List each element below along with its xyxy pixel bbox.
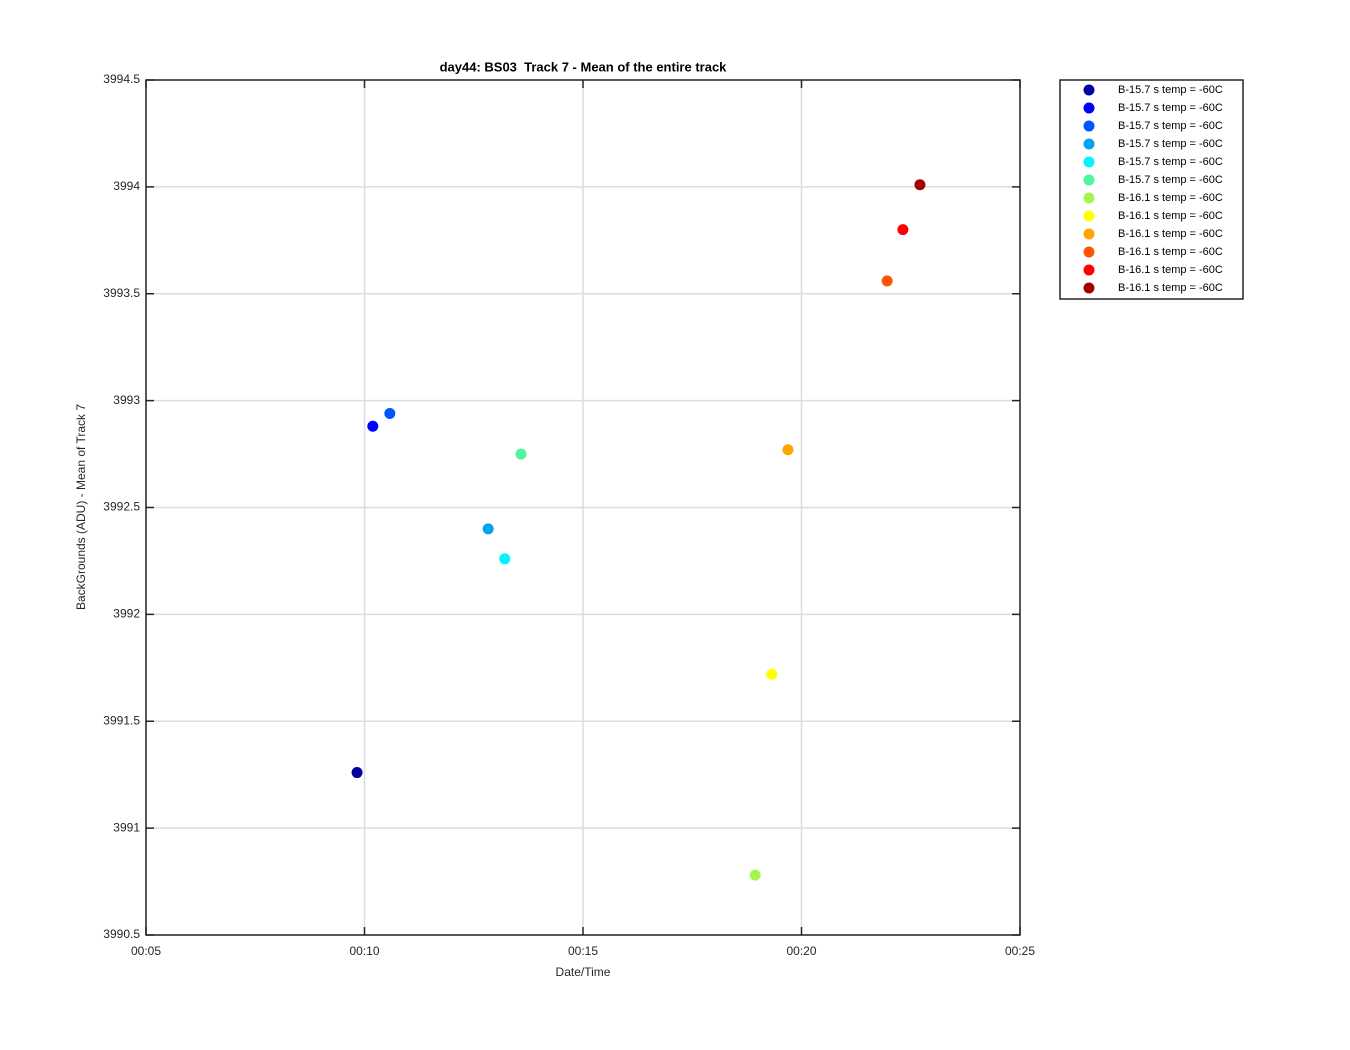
point bbox=[384, 407, 396, 419]
y-tick-label: 3994 bbox=[113, 179, 140, 193]
legend-marker bbox=[1083, 120, 1095, 132]
point bbox=[749, 869, 761, 881]
point bbox=[914, 179, 926, 191]
ticks: 3990.5 3991 3991.5 3992 3992.5 3993 3993.5 3994… bbox=[103, 72, 1035, 958]
legend-marker bbox=[1083, 228, 1095, 240]
legend-label: B-16.1 s temp = -60C bbox=[1118, 264, 1223, 276]
legend-label: B-15.7 s temp = -60C bbox=[1118, 102, 1223, 114]
legend-label: B-15.7 s temp = -60C bbox=[1118, 156, 1223, 168]
y-tick-label: 3990.5 bbox=[103, 927, 140, 941]
x-tick-label: 00:20 bbox=[786, 944, 816, 958]
y-tick-label: 3991.5 bbox=[103, 713, 140, 727]
x-tick-label: 00:05 bbox=[131, 944, 161, 958]
y-tick-label: 3993 bbox=[113, 393, 140, 407]
legend-label: B-15.7 s temp = -60C bbox=[1118, 120, 1223, 132]
legend-label: B-15.7 s temp = -60C bbox=[1118, 174, 1223, 186]
legend-label: B-16.1 s temp = -60C bbox=[1118, 282, 1223, 294]
legend-label: B-15.7 s temp = -60C bbox=[1118, 138, 1223, 150]
point bbox=[881, 275, 893, 287]
legend-marker bbox=[1083, 84, 1095, 96]
legend-label: B-16.1 s temp = -60C bbox=[1118, 192, 1223, 204]
x-tick-label: 00:10 bbox=[349, 944, 379, 958]
legend-marker bbox=[1083, 174, 1095, 186]
legend-label: B-16.1 s temp = -60C bbox=[1118, 228, 1223, 240]
point bbox=[766, 668, 778, 680]
legend-marker bbox=[1083, 102, 1095, 114]
legend-label: B-15.7 s temp = -60C bbox=[1118, 84, 1223, 96]
point bbox=[351, 767, 363, 779]
legend-marker bbox=[1083, 138, 1095, 150]
legend-marker bbox=[1083, 282, 1095, 294]
y-tick-label: 3992 bbox=[113, 607, 140, 621]
marks bbox=[351, 179, 926, 881]
point bbox=[367, 420, 379, 432]
legend-marker bbox=[1083, 210, 1095, 222]
point bbox=[482, 523, 494, 535]
point bbox=[897, 224, 909, 236]
legend-marker bbox=[1083, 246, 1095, 258]
legend-marker bbox=[1083, 156, 1095, 168]
point bbox=[515, 448, 527, 460]
chart-title: day44: BS03 Track 7 - Mean of the entire… bbox=[440, 59, 728, 74]
legend: B-15.7 s temp = -60C B-15.7 s temp = -60C… bbox=[1083, 84, 1223, 294]
legend-marker bbox=[1083, 192, 1095, 204]
point bbox=[499, 553, 511, 565]
y-tick-label: 3993.5 bbox=[103, 286, 140, 300]
legend-box bbox=[1059, 79, 1244, 300]
x-axis-label: Date/Time bbox=[556, 965, 611, 979]
legend-label: B-16.1 s temp = -60C bbox=[1118, 246, 1223, 258]
y-tick-label: 3991 bbox=[113, 820, 140, 834]
legend-marker bbox=[1083, 264, 1095, 276]
y-tick-label: 3994.5 bbox=[103, 72, 140, 86]
x-tick-label: 00:25 bbox=[1005, 944, 1035, 958]
x-tick-label: 00:15 bbox=[568, 944, 598, 958]
point bbox=[782, 444, 794, 456]
legend-label: B-16.1 s temp = -60C bbox=[1118, 210, 1223, 222]
y-axis-label: BackGrounds (ADU) - Mean of Track 7 bbox=[74, 404, 88, 610]
y-tick-label: 3992.5 bbox=[103, 500, 140, 514]
